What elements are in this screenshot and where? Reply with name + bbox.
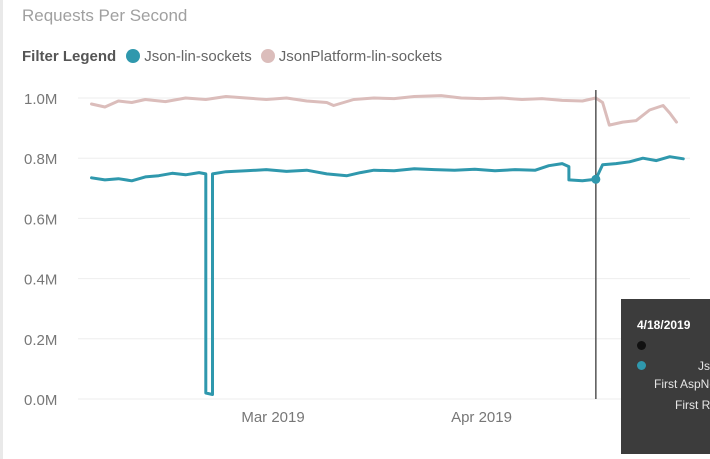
hover-point [591, 174, 601, 184]
y-tick-label: 0.6M [24, 211, 57, 228]
y-tick-label: 0.4M [24, 272, 57, 289]
tooltip-teal-dot-icon [637, 361, 646, 370]
chart-title: Requests Per Second [22, 6, 188, 25]
tooltip-series-label: Jso [698, 359, 710, 373]
y-tick-label: 0.2M [24, 332, 57, 349]
tooltip-date: 4/18/2019 [637, 318, 691, 332]
legend-item-json-lin-sockets[interactable]: Json-lin-sockets [126, 48, 252, 65]
x-tick-label: Mar 2019 [241, 409, 304, 426]
series-line-0[interactable] [90, 155, 685, 396]
y-tick-label: 0.0M [24, 392, 57, 409]
tooltip-line-1: First AspNe [654, 377, 710, 391]
legend-swatch-circle-icon [260, 49, 275, 63]
tooltip-black-dot-icon [637, 341, 646, 350]
filter-legend: Filter Legend Json-lin-sockets JsonPlatf… [22, 47, 451, 65]
legend-heading: Filter Legend [22, 47, 117, 65]
hover-tooltip: 4/18/2019 Jso First AspNe First Ru [621, 299, 710, 454]
legend-item-jsonplatform-lin-sockets[interactable]: JsonPlatform-lin-sockets [260, 47, 443, 65]
y-tick-label: 0.8M [24, 151, 57, 168]
panel-left-border [0, 0, 3, 459]
series-line-1[interactable] [90, 94, 678, 127]
legend-item-label: Json-lin-sockets [144, 47, 252, 65]
tooltip-line-2: First Ru [675, 398, 710, 412]
legend-swatch-circle-icon [126, 49, 141, 63]
legend-item-label: JsonPlatform-lin-sockets [278, 47, 443, 65]
y-tick-label: 1.0M [24, 91, 57, 108]
x-tick-label: Apr 2019 [451, 409, 512, 426]
